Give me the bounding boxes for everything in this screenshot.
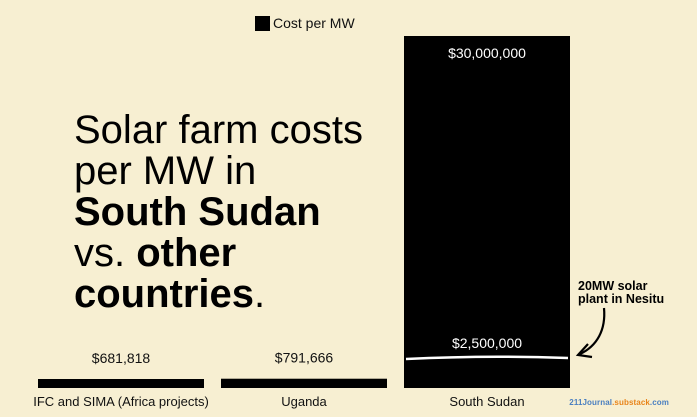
legend: Cost per MW <box>255 15 355 31</box>
bar-uganda <box>221 378 387 388</box>
data-label-uganda: $791,666 <box>275 350 334 366</box>
bar-ifc-and-sima-africa-projects <box>38 379 204 388</box>
annotation: 20MW solar plant in Nesitu <box>578 280 664 306</box>
data-label-south-sudan: $30,000,000 <box>448 45 526 61</box>
legend-swatch <box>255 15 270 31</box>
annotation-arrowhead <box>575 343 593 359</box>
x-tick-label-south-sudan: South Sudan <box>449 394 524 409</box>
reference-line <box>405 355 569 361</box>
annotation-line-1: 20MW solar <box>578 279 648 293</box>
title-line-1: Solar farm costs <box>74 108 363 152</box>
annotation-arrow <box>579 307 606 355</box>
x-tick-label-uganda: Uganda <box>281 394 327 409</box>
annotation-line-2: plant in Nesitu <box>578 292 665 306</box>
title-line-5-suffix: . <box>254 272 266 316</box>
credit-part-3: .com <box>649 398 669 407</box>
credit[interactable]: 211Journal.substack.com <box>569 398 669 407</box>
title-line-2: per MW in <box>74 149 257 193</box>
credit-part-1: 211Journal <box>569 398 613 407</box>
title-line-4-bold: other <box>136 231 237 275</box>
legend-label: Cost per MW <box>273 15 355 31</box>
credit-part-2: .substack <box>612 398 650 407</box>
x-tick-label-ifc-and-sima-africa-projects: IFC and SIMA (Africa projects) <box>33 394 209 409</box>
chart-title: Solar farm costs per MW in South Sudan v… <box>74 110 404 315</box>
bar-south-sudan <box>404 36 570 388</box>
reference-line-label: $2,500,000 <box>452 335 522 351</box>
title-line-4-prefix: vs. <box>74 231 137 275</box>
title-line-3: South Sudan <box>74 190 321 234</box>
title-line-5-bold: countries <box>74 272 255 316</box>
data-label-ifc-and-sima-africa-projects: $681,818 <box>92 350 151 366</box>
